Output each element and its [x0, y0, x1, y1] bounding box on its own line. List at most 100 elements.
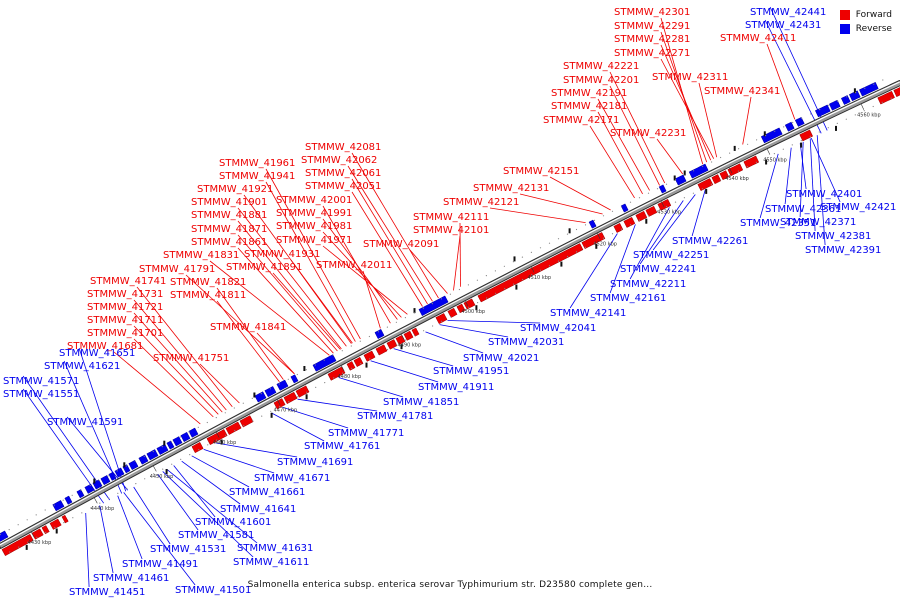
reverse-gene: [172, 436, 183, 447]
guide-dot: [81, 512, 83, 514]
forward-gene: [41, 525, 50, 535]
genome-title: Salmonella enterica subsp. enterica sero…: [247, 580, 653, 590]
guide-dot: [162, 468, 164, 470]
reverse-leader: [759, 153, 779, 219]
minor-feature: [568, 228, 571, 234]
guide-dot: [395, 321, 397, 323]
guide-dot: [215, 417, 217, 419]
reverse-leader: [117, 495, 143, 560]
guide-dot: [206, 421, 208, 424]
scale-tick: [94, 497, 98, 504]
guide-dot: [584, 246, 587, 248]
guide-dot: [827, 127, 829, 129]
guide-dot: [521, 256, 524, 258]
guide-dot: [711, 161, 713, 163]
guide-dot: [486, 297, 488, 299]
forward-leader: [459, 222, 461, 287]
guide-dot: [189, 454, 191, 456]
scale-tick-label: 4440 kbp: [91, 506, 115, 512]
scale-tick: [465, 300, 469, 307]
forward-gene-label: STMMW_42411: [720, 33, 796, 44]
reverse-gene: [374, 328, 385, 340]
forward-gene: [743, 155, 760, 169]
forward-gene-label: STMMW_41871: [191, 224, 267, 235]
scale-tick: [31, 532, 35, 538]
minor-feature: [705, 188, 708, 194]
reverse-swatch: [839, 24, 850, 34]
reverse-gene: [146, 449, 159, 461]
forward-leader: [136, 286, 233, 408]
guide-dot: [800, 140, 802, 142]
forward-leader: [409, 249, 448, 294]
forward-leader: [237, 234, 338, 352]
reverse-gene: [674, 174, 687, 186]
guide-dot: [504, 288, 506, 290]
reverse-leader: [166, 468, 258, 544]
reverse-leader: [99, 505, 114, 574]
forward-gene: [375, 344, 388, 356]
forward-gene-label: STMMW_42091: [363, 239, 439, 250]
guide-dot: [17, 524, 19, 526]
forward-leader: [453, 235, 461, 291]
minor-feature: [270, 412, 273, 418]
guide-dot: [441, 320, 443, 322]
reverse-gene: [276, 379, 289, 391]
guide-dot: [396, 344, 398, 346]
reverse-leader: [370, 360, 439, 383]
reverse-gene: [858, 81, 879, 97]
forward-gene: [239, 415, 254, 428]
reverse-leader: [133, 486, 171, 545]
guide-dot: [629, 201, 632, 203]
guide-dot: [242, 402, 244, 404]
reverse-gene: [108, 471, 117, 481]
minor-feature: [55, 528, 58, 534]
reverse-gene-label: STMMW_41631: [237, 543, 313, 554]
forward-gene-label: STMMW_41861: [191, 237, 267, 248]
guide-dot: [144, 478, 146, 480]
reverse-leader: [609, 224, 636, 294]
forward-leader: [216, 300, 280, 382]
forward-leader: [489, 207, 586, 223]
guide-dot: [846, 96, 848, 98]
legend-reverse-label: Reverse: [855, 24, 892, 34]
forward-gene-label: STMMW_42231: [610, 128, 686, 139]
forward-gene-label: STMMW_42051: [305, 181, 381, 192]
guide-dot: [801, 117, 803, 119]
forward-gene: [623, 216, 636, 228]
guide-dot: [360, 363, 362, 365]
minor-feature: [763, 131, 766, 137]
guide-dot: [710, 183, 713, 185]
guide-dot: [792, 121, 794, 124]
forward-gene-label: STMMW_41731: [87, 289, 163, 300]
guide-dot: [665, 183, 668, 185]
guide-dot: [522, 278, 524, 281]
forward-gene: [435, 313, 448, 325]
reverse-gene-label: STMMW_41671: [254, 473, 330, 484]
guide-dot: [719, 179, 722, 181]
guide-dot: [368, 335, 370, 338]
forward-gene: [295, 385, 310, 398]
guide-dot: [45, 531, 47, 534]
reverse-leader: [393, 348, 454, 367]
minor-feature: [733, 145, 736, 151]
guide-dot: [314, 364, 316, 366]
gene-track: [0, 81, 900, 557]
guide-dot: [225, 434, 227, 436]
guide-dot: [224, 412, 226, 414]
guide-dot: [531, 274, 533, 276]
reverse-leader: [652, 194, 696, 251]
guide-dot: [171, 463, 173, 465]
reverse-leader: [203, 449, 275, 474]
forward-leader: [742, 96, 752, 145]
reverse-leader: [629, 207, 670, 280]
forward-gene: [711, 174, 722, 185]
reverse-gene: [418, 295, 449, 317]
forward-gene: [353, 356, 364, 368]
reverse-gene-label: STMMW_42381: [795, 231, 871, 242]
forward-gene-label: STMMW_41931: [244, 249, 320, 260]
scale-ticks: 4430 kbp 4440 kbp 4450 kbp 4460 kbp 4470 kbp…: [0, 79, 892, 553]
minor-feature: [163, 440, 166, 446]
forward-gene-label: STMMW_41891: [226, 262, 302, 273]
forward-gene-label: STMMW_41821: [170, 277, 246, 288]
guide-dot: [620, 228, 623, 230]
